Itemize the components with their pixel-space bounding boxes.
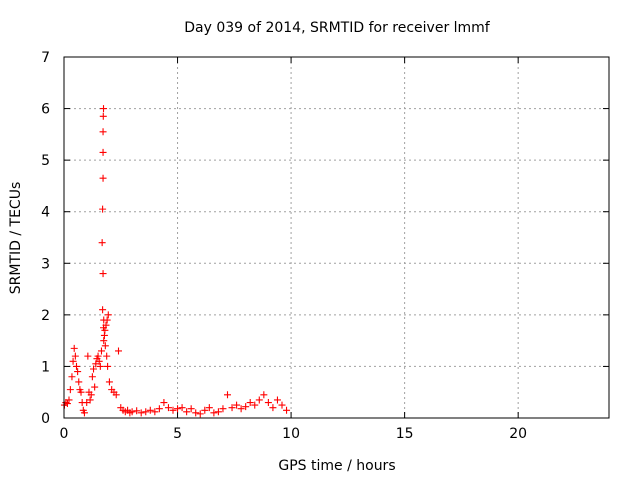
data-point [196,410,204,418]
data-point [103,352,111,360]
data-point [96,362,104,370]
data-point [246,399,254,407]
data-point [278,401,286,409]
data-point [269,404,277,412]
plot-frame [63,56,610,419]
x-tick-label: 15 [396,426,414,442]
data-point [160,399,168,407]
data-point [146,406,154,414]
axis-ticks [63,56,609,419]
data-point [100,105,108,113]
data-point [99,112,107,120]
data-points [60,105,291,418]
data-point [169,406,177,414]
data-point [155,405,163,413]
data-point [70,344,78,352]
data-point [95,357,103,365]
data-point [66,386,74,394]
data-point [214,408,222,416]
data-point [224,391,231,399]
data-point [91,383,99,391]
y-tick-label: 0 [41,411,50,427]
data-point [133,407,141,415]
data-point [210,409,218,417]
data-point [237,405,245,413]
y-axis-label: SRMTID / TECUs [8,182,24,295]
x-tick-label: 5 [173,426,182,442]
data-point [71,352,79,360]
data-point [100,324,108,332]
data-point [104,362,112,370]
data-point [174,405,182,413]
data-point [100,316,108,324]
y-tick-label: 3 [41,256,50,272]
data-point [63,400,71,408]
data-point [183,408,191,416]
data-point [137,409,145,417]
chart-title: Day 039 of 2014, SRMTID for receiver lmm… [184,20,491,36]
y-tick-label: 2 [41,308,50,324]
data-point [151,408,159,416]
data-point [283,406,291,414]
grid-lines [64,57,609,418]
data-point [273,396,281,404]
data-point [255,396,263,404]
data-point [99,174,107,182]
data-point [99,205,107,213]
data-point [99,270,107,278]
data-point [94,352,102,360]
y-tick-label: 6 [41,102,50,118]
data-point [65,396,73,404]
data-point [75,378,83,386]
data-point [72,362,80,370]
x-tick-label: 10 [282,426,300,442]
data-point [233,401,241,409]
data-point [100,337,108,345]
data-point [69,357,77,365]
axis-tick-labels: 0 5 10 15 20 0 1 2 3 4 5 6 7 [41,50,527,442]
data-point [87,391,95,399]
data-point [74,368,82,376]
data-point [128,408,136,416]
data-point [219,405,227,413]
data-point [201,406,209,414]
data-point [97,347,105,355]
data-point [115,347,122,355]
data-point [86,396,94,404]
data-point [178,404,186,412]
data-point [99,128,107,136]
data-point [98,239,106,247]
data-point [80,409,88,417]
data-point [84,352,92,360]
data-point [251,401,259,409]
data-point [105,378,113,386]
y-tick-label: 5 [41,153,50,169]
data-point [77,388,85,396]
x-tick-label: 0 [60,426,69,442]
data-point [88,373,96,381]
data-point [99,148,107,156]
y-tick-label: 4 [41,205,50,221]
data-point [90,365,98,373]
data-point [242,403,250,411]
data-point [101,342,109,350]
x-tick-label: 20 [509,426,527,442]
data-point [228,404,236,412]
data-point [142,408,150,416]
data-point [99,306,107,314]
data-point [164,404,172,412]
y-tick-label: 7 [41,50,50,66]
data-point [68,373,76,381]
data-point [112,391,120,399]
data-point [100,331,108,339]
y-tick-label: 1 [41,359,50,375]
data-point [205,404,213,412]
data-point [192,409,200,417]
data-point [260,391,268,399]
data-point [264,399,272,407]
x-axis-label: GPS time / hours [278,458,395,474]
data-point [104,311,112,319]
data-point [187,405,195,413]
